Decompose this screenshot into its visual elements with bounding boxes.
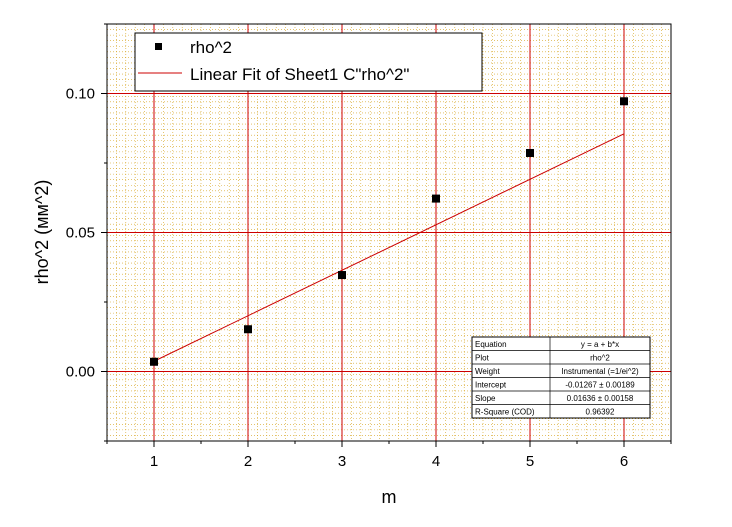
- axis-ticks: [101, 23, 672, 447]
- legend: rho^2 Linear Fit of Sheet1 C"rho^2": [134, 32, 483, 92]
- stats-table-key: Plot: [475, 354, 490, 363]
- data-point: [244, 325, 252, 334]
- stats-table-value: 0.96392: [586, 408, 615, 417]
- legend-marker-scatter: [155, 43, 162, 50]
- x-tick-label: 5: [526, 453, 534, 470]
- y-tick-labels: 0.00 0.05 0.10: [66, 86, 95, 381]
- stats-table-value: rho^2: [590, 354, 610, 363]
- stats-table-key: Weight: [475, 367, 501, 376]
- fit-statistics-table: Equation y = a + b*x Plot rho^2 Weight Instru…: [471, 336, 651, 419]
- x-tick-label: 4: [432, 453, 440, 470]
- x-tick-labels: 1 2 3 4 5 6: [150, 453, 628, 470]
- legend-label-fit: Linear Fit of Sheet1 C"rho^2": [190, 65, 409, 84]
- data-point: [620, 97, 628, 106]
- data-point: [432, 194, 440, 203]
- data-point: [338, 271, 346, 280]
- data-points: [150, 97, 628, 366]
- stats-table-key: R-Square (COD): [475, 408, 535, 417]
- x-tick-label: 2: [244, 453, 252, 470]
- data-point: [150, 357, 158, 366]
- y-tick-label: 0.05: [66, 225, 95, 242]
- stats-table-key: Intercept: [475, 381, 507, 390]
- y-tick-label: 0.00: [66, 364, 95, 381]
- y-tick-label: 0.10: [66, 86, 95, 103]
- legend-box: [134, 32, 483, 92]
- x-axis-title: m: [382, 487, 397, 507]
- x-tick-label: 1: [150, 453, 158, 470]
- stats-table-value: -0.01267 ± 0.00189: [565, 381, 635, 390]
- stats-table-value: Instrumental (=1/ei^2): [561, 367, 639, 376]
- stats-table-value: y = a + b*x: [581, 340, 619, 349]
- stats-table-value: 0.01636 ± 0.00158: [567, 394, 634, 403]
- linear-fit-line: [153, 133, 625, 362]
- data-point: [526, 148, 534, 157]
- legend-label-scatter: rho^2: [190, 38, 232, 57]
- x-tick-label: 6: [620, 453, 628, 470]
- y-axis-title: rho^2 (мм^2): [32, 180, 52, 285]
- x-tick-label: 3: [338, 453, 346, 470]
- stats-table-key: Slope: [475, 394, 496, 403]
- stats-table-key: Equation: [475, 340, 507, 349]
